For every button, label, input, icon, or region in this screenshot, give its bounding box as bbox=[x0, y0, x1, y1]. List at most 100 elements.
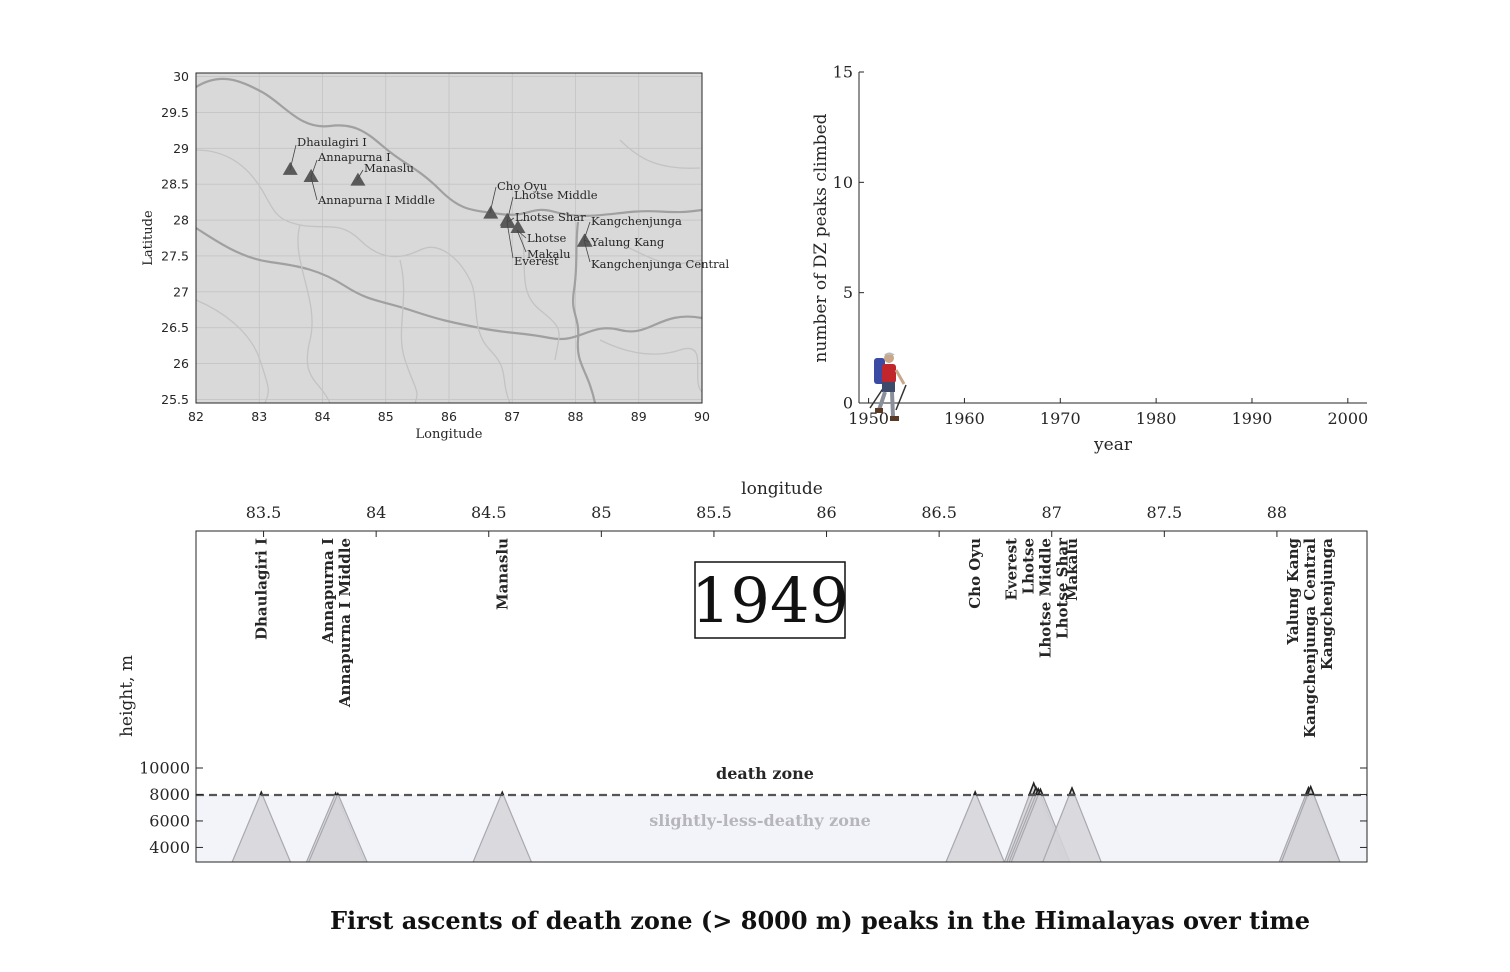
count-x-tick-label: 1960 bbox=[944, 409, 985, 428]
peak-label-lhotse-middle: Lhotse Middle bbox=[1037, 538, 1055, 658]
peak-kangchenjunga bbox=[1280, 785, 1341, 862]
count-tick-labels: 1950 1960 1970 1980 1990 2000 0 5 10 15 bbox=[833, 63, 1369, 429]
map-x-tick-label: 82 bbox=[188, 409, 204, 424]
map-label-kangchenjunga: Kangchenjunga bbox=[591, 214, 682, 228]
heights-panel: 83.5 84 84.5 85 85.5 86 86.5 87 87.5 88 4000 6000 80… bbox=[117, 479, 1368, 863]
map-marker-makalu bbox=[510, 219, 526, 233]
lower-zone-band bbox=[196, 795, 1367, 862]
peak-label-makalu: Makalu bbox=[1063, 538, 1081, 601]
map-x-tick-label: 90 bbox=[694, 409, 710, 424]
count-x-tick-label: 1980 bbox=[1136, 409, 1177, 428]
count-x-tick-label: 1970 bbox=[1040, 409, 1081, 428]
map-label-lhotse-middle: Lhotse Middle bbox=[514, 188, 598, 202]
heights-x-tick-label: 86.5 bbox=[921, 503, 957, 522]
map-y-tick-label: 25.5 bbox=[161, 392, 189, 407]
heights-y-axis-label: height, m bbox=[117, 655, 137, 737]
count-x-tick-label: 1950 bbox=[848, 409, 889, 428]
map-borders bbox=[196, 77, 702, 403]
heights-x-tick-label: 87.5 bbox=[1147, 503, 1183, 522]
peak-triangles bbox=[231, 781, 1341, 862]
map-x-tick-label: 87 bbox=[504, 409, 520, 424]
death-zone-label: death zone bbox=[716, 764, 814, 783]
peak-cho-oyu bbox=[945, 790, 1005, 862]
count-y-tick-label: 15 bbox=[833, 63, 853, 82]
map-tick-labels: 82 83 84 85 86 87 88 89 90 25.5 26 26.5 27 27.5 28 28.5… bbox=[161, 69, 710, 424]
heights-x-tick-label: 86 bbox=[816, 503, 836, 522]
heights-y-tick-label: 10000 bbox=[139, 758, 190, 777]
lower-zone-label: slightly-less-deathy zone bbox=[649, 811, 871, 830]
peak-label-kangchenjunga: Kangchenjunga bbox=[1318, 538, 1336, 670]
map-y-tick-label: 28 bbox=[173, 213, 189, 228]
peak-label-lhotse: Lhotse bbox=[1020, 538, 1038, 594]
heights-tick-labels: 83.5 84 84.5 85 85.5 86 86.5 87 87.5 88 4000 6000 80… bbox=[139, 503, 1367, 857]
count-y-tick-label: 10 bbox=[833, 173, 853, 192]
heights-axes-box bbox=[195, 530, 1368, 863]
heights-y-tick-label: 8000 bbox=[149, 785, 190, 804]
heights-y-tick-label: 4000 bbox=[149, 838, 190, 857]
map-label-kangchenjunga-central: Kangchenjunga Central bbox=[591, 257, 730, 271]
count-y-axis-label: number of DZ peaks climbed bbox=[811, 113, 831, 362]
map-label-lhotse: Lhotse bbox=[527, 231, 566, 245]
peak-annapurna-i-middle bbox=[308, 792, 368, 862]
map-marker-cho-oyu bbox=[483, 205, 499, 219]
map-x-tick-label: 85 bbox=[378, 409, 394, 424]
peak-manaslu bbox=[472, 790, 533, 862]
map-x-tick-label: 83 bbox=[251, 409, 267, 424]
heights-x-tick-label: 84 bbox=[366, 503, 386, 522]
map-y-tick-label: 27.5 bbox=[161, 248, 189, 263]
map-marker-everest bbox=[499, 212, 515, 226]
map-label-annapurna-i: Annapurna I bbox=[317, 150, 391, 164]
heights-x-axis-label: longitude bbox=[741, 479, 823, 499]
map-x-axis-label: Longitude bbox=[416, 427, 483, 442]
peak-label-annapurna-i: Annapurna I bbox=[319, 538, 337, 644]
heights-x-tick-label: 85.5 bbox=[696, 503, 732, 522]
map-y-tick-label: 30 bbox=[173, 69, 189, 84]
map-y-tick-label: 29.5 bbox=[161, 105, 189, 120]
year-box bbox=[694, 561, 846, 639]
map-y-tick-label: 27 bbox=[173, 284, 189, 299]
count-panel: 1950 1960 1970 1980 1990 2000 0 5 10 15 year numb… bbox=[811, 63, 1368, 456]
peak-summit-cho-oyu bbox=[972, 789, 978, 796]
map-label-dhaulagiri-i: Dhaulagiri I bbox=[297, 135, 367, 149]
map-label-everest: Everest bbox=[514, 254, 559, 268]
count-x-tick-label: 1990 bbox=[1232, 409, 1273, 428]
year-display: 1949 bbox=[691, 564, 849, 637]
map-axes-box bbox=[195, 72, 703, 404]
map-y-axis-label: Latitude bbox=[141, 210, 156, 266]
count-y-tick-label: 5 bbox=[843, 283, 853, 302]
peak-label-dhaulagiri-i: Dhaulagiri I bbox=[252, 538, 270, 640]
map-y-tick-label: 26 bbox=[173, 356, 189, 371]
peak-summit-kangchenjunga bbox=[1306, 784, 1316, 796]
map-label-cho-oyu: Cho Oyu bbox=[497, 179, 547, 193]
map-y-tick-label: 29 bbox=[173, 141, 189, 156]
heights-x-tick-label: 88 bbox=[1267, 503, 1287, 522]
heights-peak-labels: Dhaulagiri I Annapurna I Annapurna I Middl… bbox=[252, 537, 1336, 738]
peak-label-annapurna-i-middle: Annapurna I Middle bbox=[336, 538, 354, 708]
peak-summit-annapurna-i-middle bbox=[336, 791, 340, 796]
peak-dhaulagiri-i bbox=[231, 790, 292, 862]
map-labels: Dhaulagiri I Annapurna I Annapurna I Mid… bbox=[289, 135, 730, 271]
map-label-annapurna-i-middle: Annapurna I Middle bbox=[317, 193, 435, 207]
map-x-tick-label: 88 bbox=[568, 409, 584, 424]
peak-label-yalung-kang: Yalung Kang bbox=[1284, 537, 1302, 645]
map-y-tick-label: 26.5 bbox=[161, 320, 189, 335]
hiker-figure bbox=[869, 352, 907, 421]
map-x-tick-label: 86 bbox=[441, 409, 457, 424]
peak-label-lhotse-shar: Lhotse Shar bbox=[1054, 537, 1072, 639]
map-x-tick-label: 89 bbox=[631, 409, 647, 424]
count-x-axis-label: year bbox=[1093, 435, 1133, 455]
peak-label-kangchenjunga-central: Kangchenjunga Central bbox=[1301, 538, 1319, 738]
peak-label-cho-oyu: Cho Oyu bbox=[966, 538, 984, 609]
count-x-tick-label: 2000 bbox=[1327, 409, 1368, 428]
map-label-manaslu: Manaslu bbox=[364, 161, 414, 175]
map-panel: Dhaulagiri I Annapurna I Annapurna I Mid… bbox=[141, 69, 730, 442]
peak-label-manaslu: Manaslu bbox=[493, 538, 511, 610]
heights-x-tick-label: 84.5 bbox=[471, 503, 507, 522]
map-y-tick-label: 28.5 bbox=[161, 177, 189, 192]
peak-label-everest: Everest bbox=[1003, 538, 1021, 601]
heights-x-tick-label: 87 bbox=[1042, 503, 1062, 522]
map-label-lhotse-shar: Lhotse Shar bbox=[515, 210, 586, 224]
peak-summit-annapurna-i bbox=[333, 791, 338, 796]
peak-makalu bbox=[1042, 786, 1102, 862]
